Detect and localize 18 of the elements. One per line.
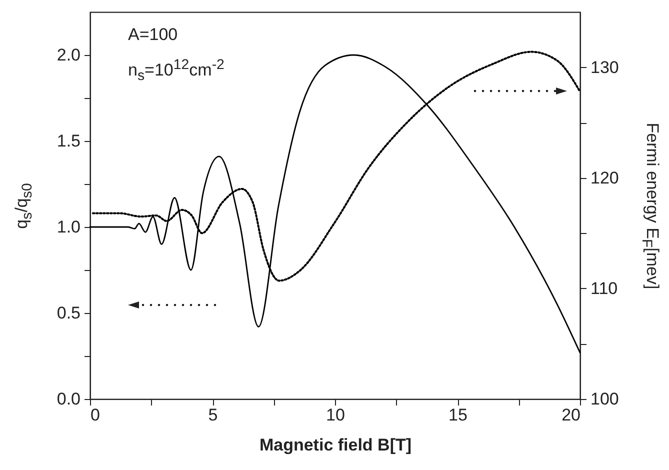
x-tick-label: 5 xyxy=(208,406,218,424)
annotation: n$_{s}$=10$^{12}$cm$^{-2}$ xyxy=(128,57,224,84)
y2-tick-label: 120 xyxy=(590,168,619,188)
x-tick-label: 20 xyxy=(562,406,580,424)
x-tick-label: 15 xyxy=(448,406,468,424)
x-tick-label: 0 xyxy=(90,406,100,424)
y2-tick-label: 100 xyxy=(590,390,619,408)
y2-tick-label: 110 xyxy=(590,278,618,298)
annotation: A=100 xyxy=(128,25,178,44)
x-axis-title: Magnetic field B[T] xyxy=(259,436,412,454)
y-tick-label: 0.0 xyxy=(56,390,80,408)
line-series xyxy=(89,54,581,354)
y2-tick-label: 130 xyxy=(590,58,619,77)
y-tick-label: 0.5 xyxy=(56,304,80,322)
y-tick-label: 2.0 xyxy=(56,46,80,64)
y-tick-label: 1.0 xyxy=(56,218,80,236)
x-tick-label: 10 xyxy=(326,406,345,424)
y-tick-label: 1.5 xyxy=(56,132,80,150)
